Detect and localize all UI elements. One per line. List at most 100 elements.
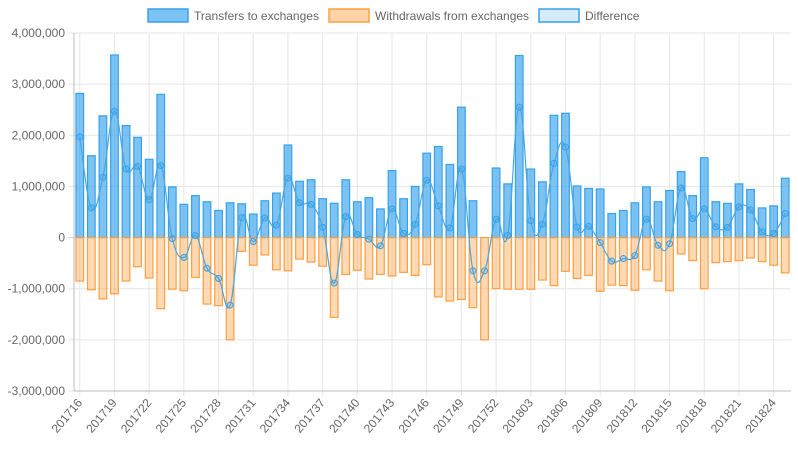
legend-swatch-1[interactable]: [147, 8, 189, 23]
difference-point-201801[interactable]: [504, 232, 512, 240]
withdrawals-bar-201801[interactable]: [503, 236, 513, 290]
transfers-bar-201736[interactable]: [306, 179, 316, 239]
difference-point-201810[interactable]: [608, 257, 616, 265]
transfers-bar-201816[interactable]: [676, 170, 686, 239]
transfers-bar-201825[interactable]: [780, 177, 790, 239]
transfers-bar-201721[interactable]: [133, 136, 143, 239]
transfers-bar-201813[interactable]: [642, 186, 651, 239]
difference-point-201752[interactable]: [492, 215, 500, 223]
withdrawals-bar-201734[interactable]: [283, 236, 293, 272]
withdrawals-bar-201741[interactable]: [364, 236, 374, 280]
difference-point-201730[interactable]: [238, 214, 246, 222]
withdrawals-bar-201747[interactable]: [433, 236, 443, 298]
transfers-bar-201804[interactable]: [537, 181, 547, 239]
difference-point-201729[interactable]: [226, 301, 234, 309]
transfers-bar-201719[interactable]: [110, 54, 119, 239]
difference-point-201725[interactable]: [180, 254, 188, 262]
difference-point-201816[interactable]: [677, 184, 685, 192]
difference-point-201745[interactable]: [411, 220, 419, 228]
transfers-bar-201727[interactable]: [202, 201, 212, 239]
difference-point-201805[interactable]: [550, 159, 558, 167]
transfers-bar-201742[interactable]: [376, 208, 385, 239]
withdrawals-bar-201806[interactable]: [561, 236, 570, 272]
difference-point-201819[interactable]: [712, 223, 720, 231]
withdrawals-bar-201725[interactable]: [179, 236, 189, 292]
difference-point-201825[interactable]: [781, 210, 789, 218]
withdrawals-bar-201745[interactable]: [410, 236, 420, 277]
withdrawals-bar-201722[interactable]: [144, 236, 154, 279]
difference-point-201803[interactable]: [527, 217, 535, 225]
legend-label-2[interactable]: Withdrawals from exchanges: [375, 9, 529, 23]
transfers-bar-201747[interactable]: [433, 145, 443, 239]
difference-point-201743[interactable]: [388, 205, 396, 213]
difference-point-201822[interactable]: [747, 206, 755, 214]
difference-point-201717[interactable]: [87, 204, 95, 212]
legend-swatch-2[interactable]: [328, 8, 370, 23]
withdrawals-bar-201748[interactable]: [445, 236, 455, 302]
difference-point-201748[interactable]: [446, 224, 454, 232]
transfers-bar-201750[interactable]: [468, 200, 478, 239]
difference-point-201727[interactable]: [203, 264, 211, 272]
difference-point-201749[interactable]: [457, 165, 465, 173]
withdrawals-bar-201743[interactable]: [387, 236, 397, 277]
withdrawals-bar-201720[interactable]: [121, 236, 131, 282]
transfers-bar-201725[interactable]: [179, 203, 189, 239]
difference-point-201726[interactable]: [191, 232, 199, 240]
transfers-bar-201806[interactable]: [561, 112, 570, 239]
difference-point-201751[interactable]: [481, 267, 489, 275]
transfers-bar-201728[interactable]: [214, 209, 223, 239]
withdrawals-bar-201746[interactable]: [422, 236, 432, 266]
difference-point-201804[interactable]: [538, 220, 546, 228]
difference-point-201741[interactable]: [365, 235, 373, 243]
transfers-bar-201814[interactable]: [653, 201, 663, 239]
withdrawals-bar-201816[interactable]: [676, 236, 686, 255]
transfers-bar-201735[interactable]: [295, 180, 304, 239]
withdrawals-bar-201818[interactable]: [699, 236, 709, 290]
withdrawals-bar-201813[interactable]: [642, 236, 651, 271]
withdrawals-bar-201717[interactable]: [86, 236, 96, 291]
transfers-bar-201734[interactable]: [283, 144, 293, 239]
difference-point-201824[interactable]: [770, 229, 778, 237]
withdrawals-bar-201716[interactable]: [75, 236, 85, 282]
withdrawals-bar-201819[interactable]: [711, 236, 721, 264]
transfers-bar-201746[interactable]: [422, 152, 432, 239]
difference-point-201736[interactable]: [307, 200, 315, 208]
difference-point-201716[interactable]: [76, 133, 84, 141]
transfers-bar-201729[interactable]: [225, 202, 235, 239]
withdrawals-bar-201732[interactable]: [260, 236, 270, 256]
difference-point-201724[interactable]: [168, 235, 176, 243]
transfers-bar-201731[interactable]: [248, 213, 258, 239]
transfers-bar-201720[interactable]: [121, 124, 131, 239]
withdrawals-bar-201752[interactable]: [491, 236, 501, 290]
transfers-bar-201808[interactable]: [584, 187, 594, 239]
transfers-bar-201743[interactable]: [387, 169, 397, 239]
difference-point-201731[interactable]: [249, 238, 257, 246]
withdrawals-bar-201821[interactable]: [734, 236, 744, 262]
transfers-bar-201810[interactable]: [607, 212, 617, 239]
difference-point-201735[interactable]: [296, 199, 304, 207]
withdrawals-bar-201817[interactable]: [688, 236, 698, 262]
transfers-bar-201726[interactable]: [191, 195, 200, 239]
withdrawals-bar-201812[interactable]: [630, 236, 640, 291]
difference-point-201738[interactable]: [330, 279, 338, 287]
withdrawals-bar-201751[interactable]: [480, 236, 489, 341]
withdrawals-bar-201805[interactable]: [549, 236, 559, 287]
withdrawals-bar-201719[interactable]: [110, 236, 119, 295]
withdrawals-bar-201724[interactable]: [167, 236, 177, 290]
transfers-bar-201818[interactable]: [699, 157, 709, 239]
transfers-bar-201811[interactable]: [618, 209, 628, 239]
withdrawals-bar-201808[interactable]: [584, 236, 594, 277]
difference-point-201820[interactable]: [723, 223, 731, 231]
withdrawals-bar-201749[interactable]: [456, 236, 466, 301]
withdrawals-bar-201823[interactable]: [757, 236, 767, 263]
withdrawals-bar-201723[interactable]: [156, 236, 166, 310]
difference-point-201813[interactable]: [642, 215, 650, 223]
difference-point-201718[interactable]: [99, 173, 107, 181]
withdrawals-bar-201729[interactable]: [225, 236, 235, 341]
withdrawals-bar-201726[interactable]: [191, 236, 200, 279]
withdrawals-bar-201742[interactable]: [376, 236, 385, 275]
difference-point-201811[interactable]: [619, 255, 627, 263]
difference-point-201739[interactable]: [342, 213, 350, 221]
difference-point-201815[interactable]: [666, 240, 674, 248]
withdrawals-bar-201815[interactable]: [665, 236, 674, 292]
